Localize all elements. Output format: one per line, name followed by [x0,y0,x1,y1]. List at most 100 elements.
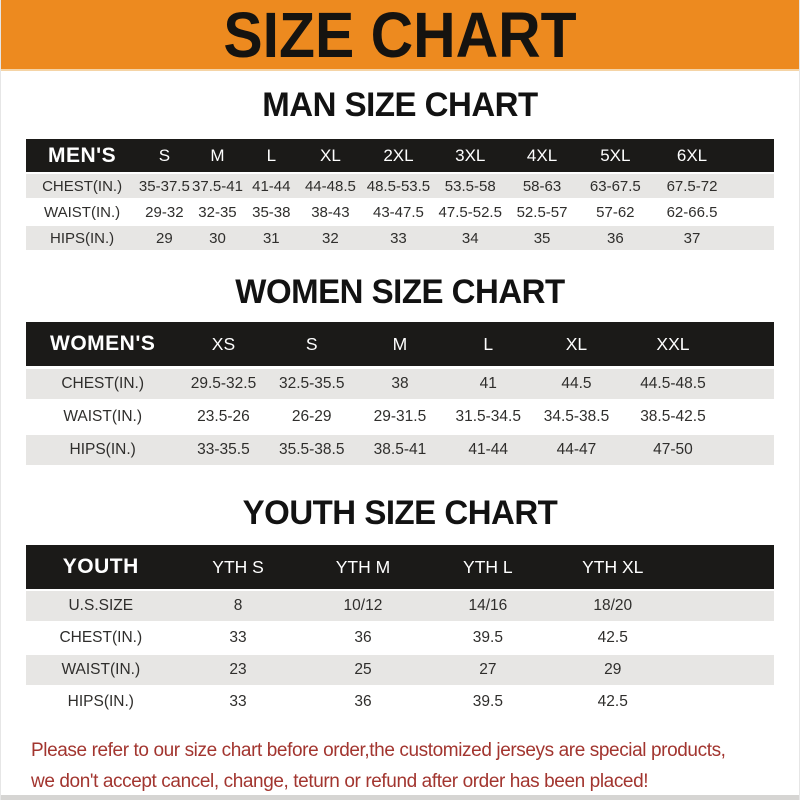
data-cell: 42.5 [597,629,628,646]
youth-section-title: YOUTH SIZE CHART [242,494,558,532]
table-row: WAIST(IN.) 29-32 32-35 35-38 38-43 43-47.5 47.… [26,200,774,224]
data-cell: 25 [354,661,372,678]
data-cell: 35-37.5 [138,177,190,195]
row-label: HIPS(IN.) [50,229,115,247]
men-section-title: MAN SIZE CHART [262,86,538,124]
table-row: HIPS(IN.) 33 36 39.5 42.5 [26,687,774,717]
data-cell: 34.5-38.5 [543,408,610,425]
table-row: HIPS(IN.) 33-35.5 35.5-38.5 38.5-41 41-44 44-… [26,435,774,465]
data-cell: 29-31.5 [373,408,427,425]
data-cell: 47-50 [653,441,693,458]
data-cell: 44.5 [561,375,592,392]
bottom-border-strip [1,795,799,800]
men-size-section: MAN SIZE CHART MEN'S S M L XL 2XL 3XL 4XL 5XL 6XL… [1,87,799,250]
size-column-header: XXL [656,333,690,354]
footer-note: Please refer to our size chart before or… [31,735,779,797]
size-column-header: YTH S [212,556,264,577]
data-cell: 35 [533,229,551,247]
data-cell: 33-35.5 [197,441,250,458]
table-row: CHEST(IN.) 35-37.5 37.5-41 41-44 44-48.5 48.5… [26,174,774,198]
size-column-header: 5XL [600,145,631,165]
data-cell: 29 [604,661,622,678]
data-cell: 41 [479,375,497,392]
data-cell: 38.5-42.5 [640,408,706,425]
data-cell: 32.5-35.5 [278,375,345,392]
data-cell: 44-48.5 [304,177,356,195]
table-title-cell: WOMEN'S [50,332,156,355]
data-cell: 35.5-38.5 [278,441,345,458]
women-size-table: WOMEN'S XS S M L XL XXL CHEST(IN.) 29.5-32.5 32.5… [26,322,774,465]
data-cell: 33 [390,229,407,247]
data-cell: 34 [461,229,479,247]
size-column-header: XL [565,333,588,354]
size-column-header: 6XL [676,145,708,165]
women-section-title: WOMEN SIZE CHART [235,273,565,311]
data-cell: 31 [262,229,280,247]
data-cell: 38-43 [311,203,350,221]
data-cell: 23.5-26 [197,408,250,425]
data-cell: 41-44 [252,177,291,195]
table-row: CHEST(IN.) 29.5-32.5 32.5-35.5 38 41 44.5 44.5… [26,369,774,399]
data-cell: 43-47.5 [373,203,424,221]
data-cell: 18/20 [593,597,633,614]
row-label: CHEST(IN.) [61,375,144,392]
data-cell: 62-66.5 [666,203,718,221]
data-cell: 32 [322,229,339,247]
size-column-header: XL [319,145,341,165]
row-label: HIPS(IN.) [69,441,136,458]
data-cell: 36 [354,693,372,710]
table-row: WAIST(IN.) 23 25 27 29 [26,655,774,685]
row-label: U.S.SIZE [68,597,134,614]
data-cell: 26-29 [291,408,332,425]
table-row: HIPS(IN.) 29 30 31 32 33 34 35 36 37 [26,226,774,250]
data-cell: 67.5-72 [666,177,718,195]
data-cell: 8 [233,597,243,614]
size-column-header: 3XL [455,145,486,165]
data-cell: 57-62 [596,203,635,221]
row-label: WAIST(IN.) [61,661,141,678]
banner-title: SIZE CHART [223,0,577,71]
data-cell: 36 [354,629,372,646]
data-cell: 10/12 [343,597,383,614]
data-cell: 35-38 [252,203,291,221]
data-cell: 41-44 [468,441,509,458]
data-cell: 32-35 [198,203,237,221]
banner: SIZE CHART [1,0,799,71]
footer-line-1: Please refer to our size chart before or… [31,740,726,761]
size-column-header: YTH XL [582,556,644,577]
youth-size-table: YOUTH YTH S YTH M YTH L YTH XL U.S.SIZE 8 10/12… [26,545,774,717]
data-cell: 48.5-53.5 [366,177,431,195]
data-cell: 58-63 [522,177,562,195]
table-header-row: WOMEN'S XS S M L XL XXL [26,322,774,366]
table-row: CHEST(IN.) 33 36 39.5 42.5 [26,623,774,653]
table-row: U.S.SIZE 8 10/12 14/16 18/20 [26,591,774,621]
data-cell: 44.5-48.5 [640,375,706,392]
size-column-header: S [158,145,171,165]
data-cell: 33 [229,693,247,710]
data-cell: 38 [391,375,409,392]
data-cell: 23 [229,661,247,678]
data-cell: 37 [683,229,701,247]
data-cell: 29-32 [145,203,184,221]
row-label: CHEST(IN.) [42,177,123,195]
row-label: WAIST(IN.) [63,408,142,425]
data-cell: 27 [479,661,497,678]
data-cell: 29 [156,229,173,247]
size-column-header: YTH L [463,556,513,577]
women-size-section: WOMEN SIZE CHART WOMEN'S XS S M L XL XXL CHEST(… [1,274,799,465]
table-header-row: MEN'S S M L XL 2XL 3XL 4XL 5XL 6XL [26,139,774,172]
data-cell: 31.5-34.5 [455,408,521,425]
size-column-header: M [392,333,408,354]
row-label: CHEST(IN.) [59,629,143,646]
size-column-header: YTH M [335,556,391,577]
data-cell: 38.5-41 [373,441,427,458]
size-column-header: M [210,145,225,165]
data-cell: 47.5-52.5 [438,203,502,221]
data-cell: 52.5-57 [516,203,568,221]
table-header-row: YOUTH YTH S YTH M YTH L YTH XL [26,545,774,589]
men-size-table: MEN'S S M L XL 2XL 3XL 4XL 5XL 6XL CHEST(IN.) 35-37… [26,139,774,250]
data-cell: 36 [606,229,624,247]
data-cell: 39.5 [472,629,503,646]
data-cell: 39.5 [472,693,503,710]
